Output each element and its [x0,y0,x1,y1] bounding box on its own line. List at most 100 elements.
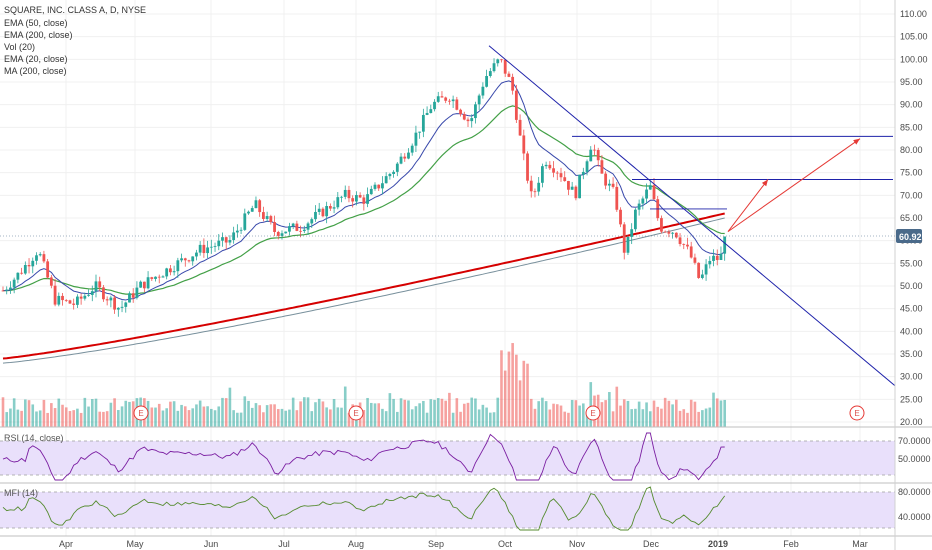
candle-body [202,244,206,254]
candle-body [451,99,455,102]
volume-bar [221,397,224,427]
earnings-label: E [590,409,595,418]
volume-bar [94,398,98,427]
indicator-bands [0,440,895,529]
candle-body [165,268,169,277]
rsi-band [0,441,895,475]
volume-bar [492,412,496,427]
volume-bar [273,404,276,427]
candle-body [626,236,630,253]
candle-body [280,233,284,236]
volume-bar [414,406,418,427]
candle-body [191,256,195,262]
candle-body [98,281,102,288]
indicator-lines [2,432,726,531]
projection-arrow-long [727,138,861,233]
legend-item: EMA (50, close) [4,18,68,28]
volume-bar [254,403,258,427]
candle-body [206,247,209,254]
volume-bar [128,401,131,427]
volume-bar [693,401,697,427]
volume-bar [436,398,440,427]
price-tick-label: 95.00 [900,77,923,87]
volume-bar [79,412,83,427]
candle-body [481,86,485,96]
volume-bar [198,400,202,427]
candle-body [637,203,641,210]
volume-bar [648,411,652,427]
candle-body [276,231,280,236]
candle-body [712,255,715,261]
candle-body [541,166,544,183]
mfi-tick-label: 80.0000 [898,487,931,497]
candle-body [254,200,258,209]
volume-bar [284,410,288,427]
legend-item: EMA (20, close) [4,54,68,64]
candle-body [250,208,254,212]
candle-body [265,216,269,219]
candle-body [23,264,27,274]
candle-body [5,289,9,291]
volume-bar [481,404,485,427]
candle-body [700,274,704,278]
candle-body [195,252,198,257]
candle-body [522,135,526,154]
candle-body [496,59,500,64]
candle-body [388,173,392,177]
candle-body [462,114,466,120]
mfi-title: MFI (14) [4,488,38,498]
candle-body [105,299,109,301]
volume-bar [295,410,299,427]
candle-body [209,246,213,248]
volume-bar [425,412,429,427]
price-tick-label: 80.00 [900,145,923,155]
price-tick-label: 100.00 [900,54,928,64]
candle-body [83,295,87,299]
volume-bar [678,410,682,427]
rsi-tick-label: 50.0000 [898,454,931,464]
projection-arrow-short [727,179,769,232]
candle-body [563,177,567,182]
candle-body [689,246,693,258]
candle-body [485,75,488,87]
candle-body [176,260,180,272]
volume-bar [343,386,347,427]
volume-bar [314,402,317,427]
volume-bar [317,398,321,427]
volume-bar [117,410,120,427]
candle-body [384,176,388,184]
price-tick-label: 55.00 [900,258,923,268]
legend-item: Vol (20) [4,42,35,52]
candle-body [35,255,38,261]
candle-body [708,260,712,265]
volume-bar [459,411,462,427]
volume-bar [90,399,94,427]
volume-bar [541,397,544,427]
candle-body [474,104,477,119]
candle-body [306,223,310,230]
candle-body [671,232,674,234]
volume-bar [511,343,514,427]
candle-body [258,200,262,213]
downtrend-line [488,45,896,387]
volume-bar [600,402,604,427]
volume-bar [53,408,57,427]
candle-body [533,191,537,193]
candle-body [228,240,232,243]
candle-body [674,232,678,238]
candle-body [369,188,373,195]
candle-body [723,236,727,254]
price-tick-label: 110.00 [900,9,927,19]
volume-bar [485,407,488,427]
candle-body [336,197,340,208]
volume-bar [422,400,425,427]
candle-body [57,295,61,305]
candle-body [120,306,124,308]
volume-bar [124,400,128,427]
candle-body [418,131,422,133]
candle-body [325,206,329,217]
volume-bar [671,404,674,427]
candle-body [94,281,98,292]
volume-bar [288,409,291,427]
